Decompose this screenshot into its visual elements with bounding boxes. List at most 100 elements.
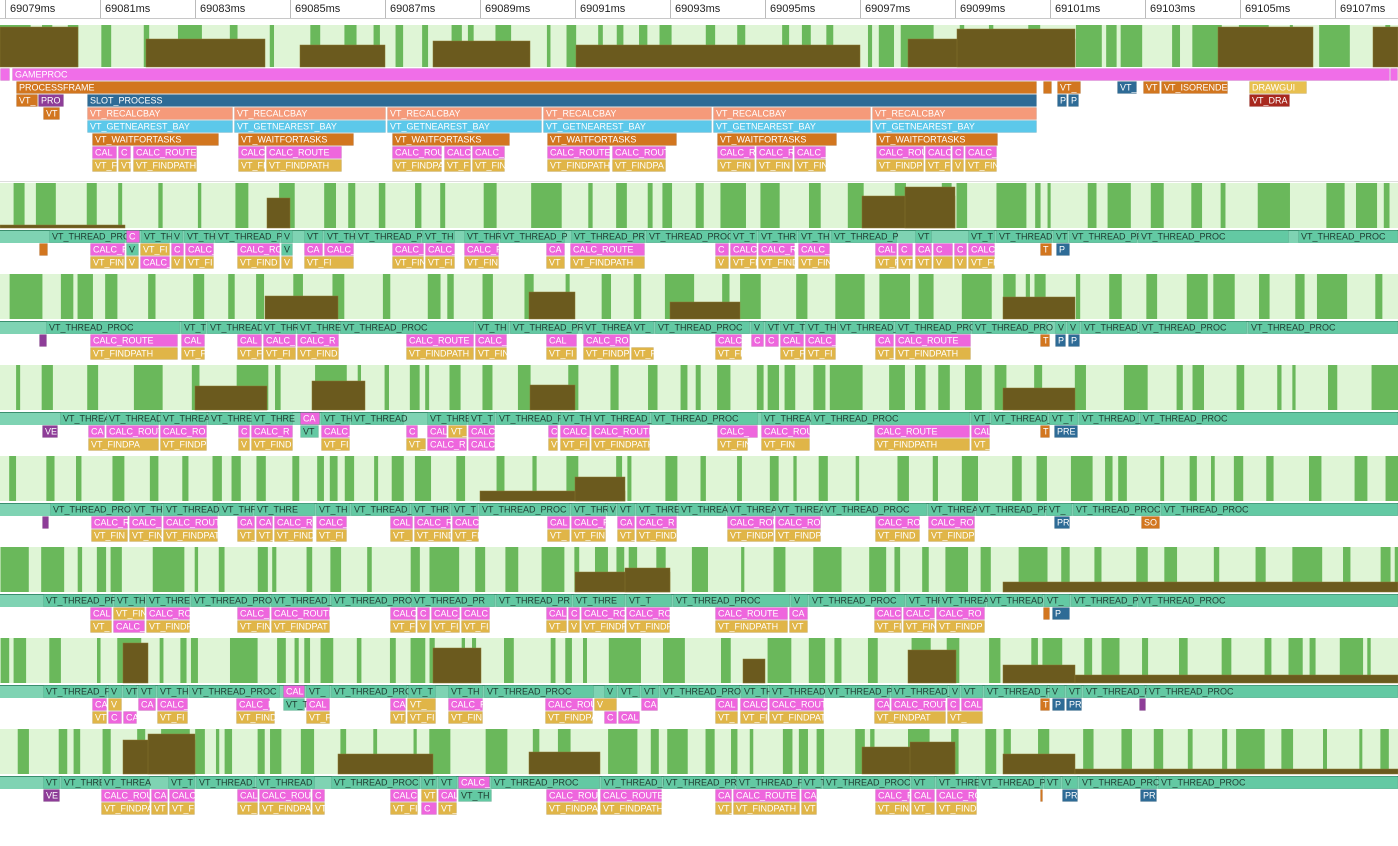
event-label: VT_FINDP	[163, 439, 207, 449]
event-label: VT_	[914, 803, 932, 813]
activity-bar	[782, 729, 793, 774]
activity-bar	[159, 638, 164, 683]
event-label: VT_	[634, 322, 652, 332]
event-label: VT_F	[447, 160, 470, 170]
event-block	[91, 516, 128, 529]
event-block	[875, 256, 897, 269]
event-label: VT_THREAD_PR	[358, 231, 430, 241]
activity-bar	[1036, 456, 1047, 501]
activity-bar	[1359, 729, 1363, 774]
activity-bar	[932, 456, 938, 501]
event-block	[496, 412, 559, 425]
event-block	[727, 529, 774, 542]
event-block	[928, 529, 975, 542]
event-block	[874, 438, 970, 451]
event-label: VT_FINDPATH	[409, 348, 469, 358]
event-block	[50, 503, 130, 516]
activity-bar	[1121, 729, 1132, 774]
event-block	[131, 503, 162, 516]
event-block	[805, 321, 836, 334]
event-label: CALC	[393, 790, 418, 800]
event-block	[297, 334, 339, 347]
event-block	[727, 503, 774, 516]
event-label: CALC	[241, 147, 266, 157]
event-block	[427, 412, 467, 425]
event-block	[546, 789, 598, 802]
event-block	[895, 321, 971, 334]
activity-bar	[588, 183, 593, 228]
event-block	[138, 698, 156, 711]
event-block	[872, 120, 1037, 133]
event-label: VT_TH	[801, 231, 830, 241]
activity-bar	[531, 183, 562, 228]
event-label: CA	[804, 790, 817, 800]
activity-bar	[1038, 729, 1050, 774]
event-label: VT_THREAD_PROC	[487, 686, 572, 696]
activity-bar	[1176, 365, 1183, 410]
activity-bar	[980, 547, 991, 592]
event-block	[126, 230, 140, 243]
event-block	[809, 594, 905, 607]
event-label: CALC_R	[300, 335, 336, 345]
event-block	[316, 503, 350, 516]
event-label: VT_T	[804, 777, 827, 787]
event-block	[251, 438, 293, 451]
event-label: VT_FI	[393, 803, 418, 813]
activity-bar	[300, 729, 315, 774]
event-block	[274, 516, 313, 529]
event-block	[548, 425, 558, 438]
activity-bar	[1105, 456, 1113, 501]
activity-bar	[17, 729, 29, 774]
activity-bar	[77, 274, 93, 319]
event-label: CAL	[964, 699, 982, 709]
event-block	[43, 789, 60, 802]
event-label: VT_FI	[172, 803, 197, 813]
event-block	[798, 243, 830, 256]
event-block	[263, 334, 296, 347]
event-block	[971, 438, 990, 451]
event-block	[421, 802, 437, 815]
event-label: VT_THREAD_PROC	[1076, 504, 1161, 514]
event-label: VT_FIN	[878, 803, 909, 813]
event-label: CALC_R	[93, 244, 129, 254]
event-label: CALC_ROU	[548, 699, 597, 709]
event-label: VT_THREAD_PROC	[1149, 686, 1234, 696]
event-block	[769, 685, 824, 698]
activity-bar	[869, 547, 887, 592]
event-block	[169, 802, 195, 815]
event-label: VT_FIND	[277, 530, 315, 540]
event-block	[324, 243, 354, 256]
event-label: VT_T	[454, 504, 477, 514]
event-label: VT_GETNEAREST_BAY	[546, 121, 646, 131]
event-block	[991, 412, 1048, 425]
event-label: C	[955, 147, 962, 157]
event-label: CA	[303, 413, 316, 423]
event-label: VT_	[393, 712, 411, 722]
event-block	[390, 789, 418, 802]
event-block	[185, 243, 214, 256]
event-label: VT_THRE	[639, 504, 680, 514]
event-block	[568, 607, 580, 620]
event-block	[160, 425, 207, 438]
activity-bar	[546, 25, 551, 67]
event-label: CALC_R	[239, 699, 275, 709]
event-label: CALC_	[471, 439, 501, 449]
event-block	[444, 146, 471, 159]
event-label: VT_THREAD_PROC	[334, 777, 419, 787]
event-label: CALC_RO	[586, 335, 629, 345]
event-label: VT_FINDPA	[91, 439, 140, 449]
event-block	[306, 711, 330, 724]
event-label: VT_FINDPATH	[603, 803, 663, 813]
event-block	[160, 438, 207, 451]
event-block	[972, 321, 1047, 334]
activity-bar	[429, 638, 435, 683]
activity-bar	[608, 638, 641, 683]
event-label: VT_WAITFORTASKS	[241, 134, 327, 144]
event-label: VT_THREAD	[772, 686, 826, 696]
event-label: CALC_ROU	[730, 517, 779, 527]
event-label: VT_TH	[134, 504, 163, 514]
event-label: VT_FI	[309, 712, 334, 722]
event-block	[92, 133, 219, 146]
activity-bar	[1192, 25, 1222, 67]
event-label: VT_FIND	[639, 530, 677, 540]
